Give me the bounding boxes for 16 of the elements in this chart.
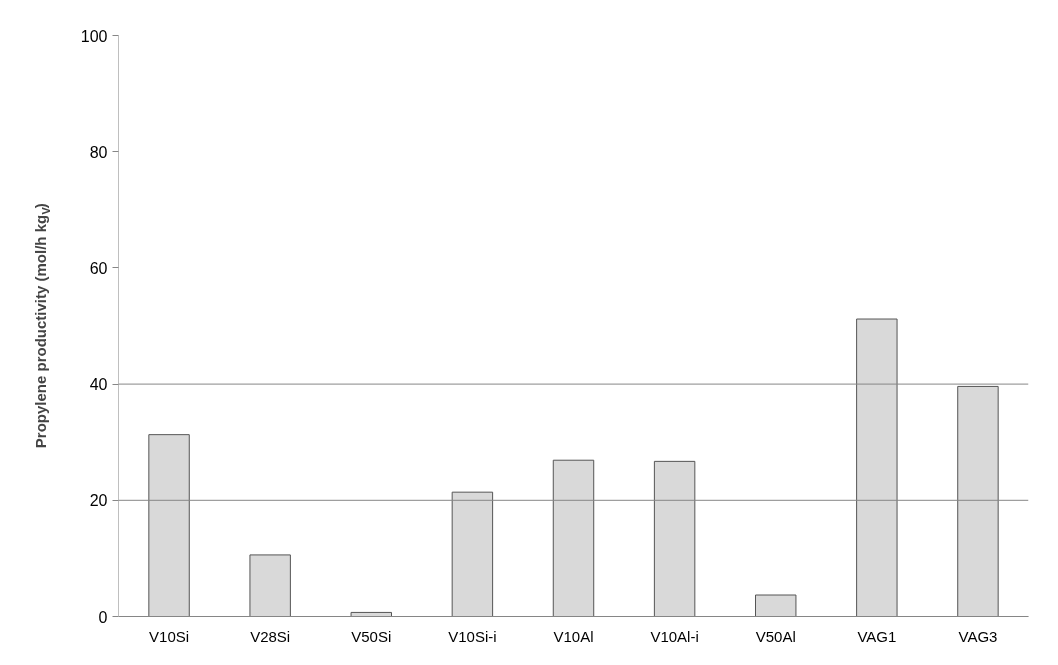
y-tick-label: 0 (98, 608, 108, 626)
y-tick-label: 100 (80, 27, 108, 45)
x-tick-label: V50Si (351, 627, 392, 645)
x-tick-label: VAG3 (958, 627, 998, 645)
x-tick-label: V10Si (149, 627, 190, 645)
x-tick-label: V10Al (553, 627, 594, 645)
y-tick-label: 20 (89, 492, 108, 510)
y-tick-label: 60 (89, 259, 108, 277)
y-tick-label: 40 (89, 376, 108, 394)
x-tick-label: VAG1 (857, 627, 897, 645)
y-tick-label: 80 (89, 143, 108, 161)
y-axis-title: Propylene productivity (mol/h kgV) (32, 203, 52, 449)
x-tick-label: V28Si (250, 627, 291, 645)
x-tick-label: V10Al-i (650, 627, 699, 645)
x-tick-label: V50Al (755, 627, 796, 645)
x-tick-label: V10Si-i (448, 627, 497, 645)
